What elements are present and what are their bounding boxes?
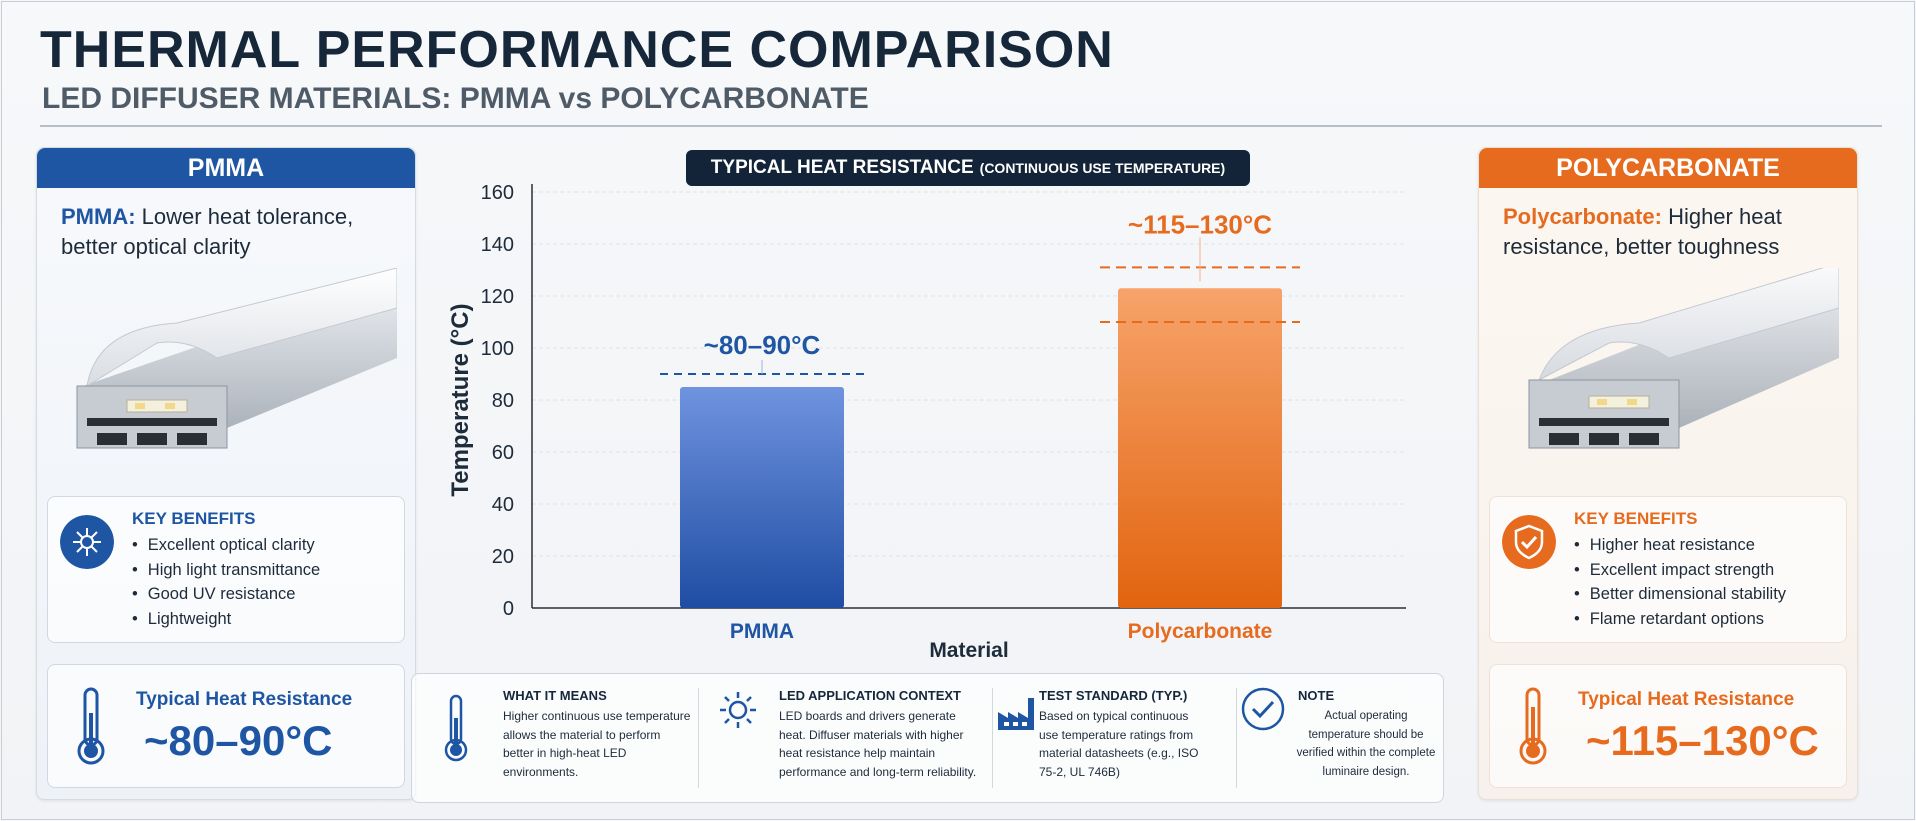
y-tick-label: 20 [492,546,514,568]
bar [680,387,844,608]
pmma-heat-value: ~80–90°C [144,717,333,764]
info-what-it-means: WHAT IT MEANS Higher continuous use temp… [412,674,702,802]
pmma-key-benefits: KEY BENEFITS Excellent optical clarity H… [47,496,405,643]
y-tick-label: 100 [481,338,514,360]
info-divider [1236,688,1237,788]
info-test-standard: TEST STANDARD (TYP.) Based on typical co… [996,674,1236,802]
title-divider [40,125,1882,127]
shield-check-icon [1502,515,1556,569]
thermometer-icon [444,694,468,762]
polycarbonate-panel: POLYCARBONATE Polycarbonate: Higher heat… [1478,147,1858,800]
info-note: NOTE Actual operating temperature should… [1240,674,1440,802]
y-tick-label: 140 [481,234,514,256]
y-tick-label: 80 [492,390,514,412]
pmma-description-name: PMMA: [61,204,136,229]
check-circle-icon [1241,687,1285,731]
polycarbonate-benefits-title: KEY BENEFITS [1574,509,1698,528]
y-tick-label: 120 [481,286,514,308]
list-item: High light transmittance [132,558,320,583]
info-text: LED boards and drivers generate heat. Di… [779,709,977,779]
list-item: Excellent impact strength [1574,558,1786,583]
pmma-panel: PMMA PMMA: Lower heat tolerance, better … [36,147,416,800]
bar [1118,288,1282,608]
chart-title-qualifier: (CONTINUOUS USE TEMPERATURE) [979,160,1226,176]
polycarbonate-benefits-list: Higher heat resistance Excellent impact … [1574,533,1786,631]
pmma-led-profile-image [76,268,397,449]
pmma-heat-label: Typical Heat Resistance [136,689,353,710]
list-item: Lightweight [132,607,320,632]
list-item: Better dimensional stability [1574,582,1786,607]
info-led-application: LED APPLICATION CONTEXT LED boards and d… [702,674,992,802]
heat-resistance-bar-chart: 0 20 40 60 80 100 120 140 160 Temperature (°C) Mat… [447,182,1406,662]
info-heading: NOTE [1298,688,1335,703]
sun-icon [720,692,756,728]
chart-title: TYPICAL HEAT RESISTANCE (CONTINUOUS USE … [686,150,1250,186]
polycarbonate-heat-label: Typical Heat Resistance [1578,689,1795,710]
polycarbonate-led-profile-image [1528,268,1839,449]
y-tick-label: 60 [492,442,514,464]
info-bar: WHAT IT MEANS Higher continuous use temp… [411,673,1444,803]
pmma-description-text: Lower heat tolerance, better optical cla… [61,204,354,259]
y-tick-label: 40 [492,494,514,516]
info-divider [992,688,993,788]
y-tick-label: 0 [503,598,514,620]
thermometer-icon [77,687,105,765]
page-title: THERMAL PERFORMANCE COMPARISON [40,21,1114,79]
info-heading: TEST STANDARD (TYP.) [1039,688,1188,703]
list-item: Flame retardant options [1574,607,1786,632]
list-item: Good UV resistance [132,582,320,607]
list-item: Excellent optical clarity [132,533,320,558]
range-label: ~115–130°C [1128,209,1272,239]
pmma-benefits-title: KEY BENEFITS [132,509,256,528]
x-axis-label: Material [929,639,1008,662]
polycarbonate-heat-value: ~115–130°C [1586,717,1819,764]
pmma-panel-header: PMMA [37,148,415,188]
polycarbonate-description-text: Higher heat resistance, better toughness [1503,204,1782,259]
pmma-description: PMMA: Lower heat tolerance, better optic… [61,202,399,262]
chart-title-main: TYPICAL HEAT RESISTANCE [710,157,974,178]
info-text: Based on typical continuous use temperat… [1039,709,1199,779]
polycarbonate-heat-resistance-card: Typical Heat Resistance ~115–130°C [1489,664,1847,788]
info-text: Actual operating temperature should be v… [1296,710,1436,778]
info-heading: LED APPLICATION CONTEXT [779,688,961,703]
polycarbonate-description-name: Polycarbonate: [1503,204,1662,229]
pmma-heat-resistance-card: Typical Heat Resistance ~80–90°C [47,664,405,788]
sparkle-icon [60,515,114,569]
list-item: Higher heat resistance [1574,533,1786,558]
polycarbonate-description: Polycarbonate: Higher heat resistance, b… [1503,202,1841,262]
x-tick-label: Polycarbonate [1128,620,1273,643]
x-tick-label: PMMA [730,620,794,643]
info-heading: WHAT IT MEANS [503,688,607,703]
pmma-benefits-list: Excellent optical clarity High light tra… [132,533,320,631]
thermometer-icon [1519,687,1547,765]
range-label: ~80–90°C [704,330,821,360]
info-divider [698,688,699,788]
page-subtitle: LED DIFFUSER MATERIALS: PMMA vs POLYCARB… [42,82,869,115]
polycarbonate-panel-header: POLYCARBONATE [1479,148,1857,188]
info-text: Higher continuous use temperature allows… [503,709,691,779]
y-tick-label: 160 [481,182,514,204]
y-axis-label: Temperature (°C) [447,303,474,496]
polycarbonate-key-benefits: KEY BENEFITS Higher heat resistance Exce… [1489,496,1847,643]
factory-icon [998,698,1034,730]
